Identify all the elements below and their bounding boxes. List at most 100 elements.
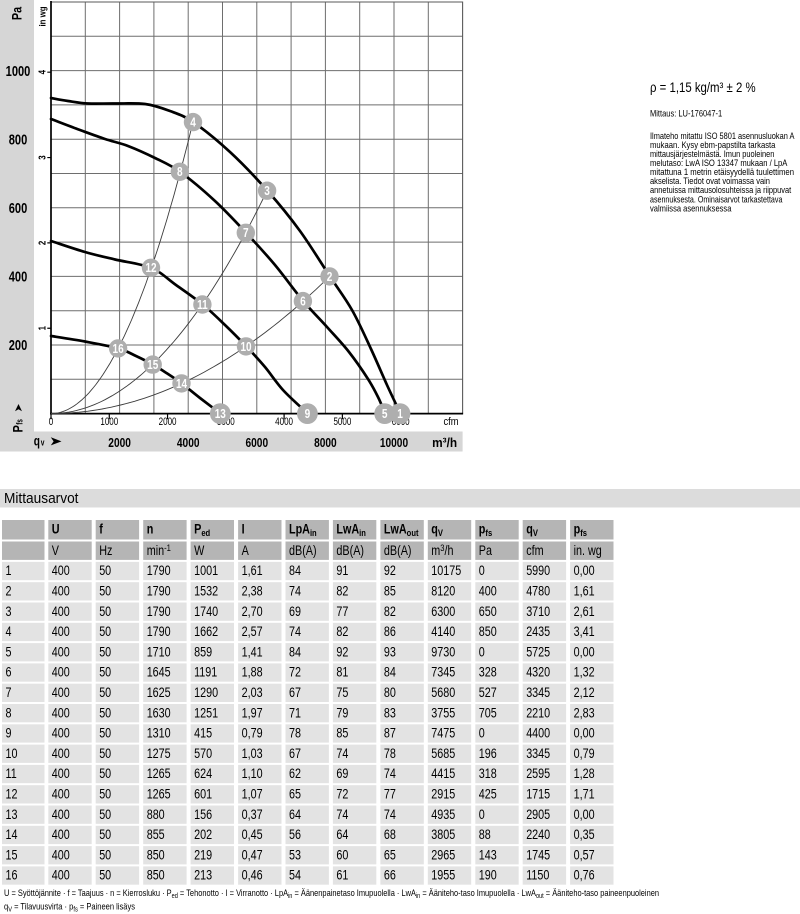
svg-text:2,83: 2,83 — [574, 705, 595, 720]
svg-text:10: 10 — [240, 340, 251, 354]
svg-text:5: 5 — [382, 407, 388, 421]
svg-text:50: 50 — [99, 746, 111, 761]
svg-text:69: 69 — [336, 766, 348, 781]
svg-text:213: 213 — [194, 868, 212, 883]
svg-text:14: 14 — [176, 377, 187, 391]
svg-text:400: 400 — [52, 726, 70, 741]
svg-text:50: 50 — [99, 807, 111, 822]
svg-text:cfm: cfm — [443, 416, 458, 428]
svg-text:72: 72 — [336, 787, 348, 802]
svg-text:202: 202 — [194, 827, 212, 842]
svg-text:84: 84 — [384, 665, 396, 680]
svg-text:P: P — [11, 425, 26, 432]
svg-text:1,10: 1,10 — [242, 766, 263, 781]
svg-text:1,41: 1,41 — [242, 644, 263, 659]
svg-text:5680: 5680 — [431, 685, 455, 700]
svg-text:dB(A): dB(A) — [289, 543, 317, 558]
svg-text:601: 601 — [194, 787, 212, 802]
svg-text:5: 5 — [6, 644, 12, 659]
svg-text:50: 50 — [99, 665, 111, 680]
svg-text:50: 50 — [99, 624, 111, 639]
svg-text:8000: 8000 — [314, 435, 337, 450]
svg-text:3345: 3345 — [526, 685, 550, 700]
svg-text:400: 400 — [52, 705, 70, 720]
svg-text:1645: 1645 — [147, 665, 171, 680]
svg-text:74: 74 — [384, 807, 396, 822]
svg-text:400: 400 — [52, 807, 70, 822]
svg-text:1625: 1625 — [147, 685, 171, 700]
svg-text:2240: 2240 — [526, 827, 550, 842]
svg-text:50: 50 — [99, 766, 111, 781]
svg-text:5685: 5685 — [431, 746, 455, 761]
svg-text:4: 4 — [190, 116, 196, 130]
svg-text:156: 156 — [194, 807, 212, 822]
svg-text:53: 53 — [289, 847, 301, 862]
svg-text:400: 400 — [52, 787, 70, 802]
svg-text:Hz: Hz — [99, 543, 112, 558]
svg-text:in. wg: in. wg — [574, 543, 602, 558]
svg-text:1532: 1532 — [194, 584, 218, 599]
svg-text:83: 83 — [384, 705, 396, 720]
svg-text:0,79: 0,79 — [242, 726, 263, 741]
svg-text:66: 66 — [384, 868, 396, 883]
svg-text:9: 9 — [305, 407, 311, 421]
svg-text:mukaan. Kysy ebm-papstilta tar: mukaan. Kysy ebm-papstilta tarkasta — [650, 140, 776, 150]
svg-text:n: n — [147, 522, 154, 537]
svg-text:3345: 3345 — [526, 746, 550, 761]
svg-text:2,03: 2,03 — [242, 685, 263, 700]
svg-text:50: 50 — [99, 868, 111, 883]
svg-text:78: 78 — [384, 746, 396, 761]
svg-text:10: 10 — [6, 746, 18, 761]
svg-text:50: 50 — [99, 847, 111, 862]
svg-text:8: 8 — [177, 165, 183, 179]
svg-text:8120: 8120 — [431, 584, 455, 599]
svg-text:6: 6 — [6, 665, 12, 680]
svg-text:1265: 1265 — [147, 766, 171, 781]
svg-text:4140: 4140 — [431, 624, 455, 639]
svg-text:400: 400 — [52, 563, 70, 578]
svg-text:12: 12 — [6, 787, 18, 802]
svg-text:400: 400 — [9, 269, 28, 286]
svg-text:0,00: 0,00 — [574, 644, 595, 659]
svg-text:1001: 1001 — [194, 563, 218, 578]
svg-text:93: 93 — [384, 644, 396, 659]
svg-text:7: 7 — [6, 685, 12, 700]
svg-text:0,46: 0,46 — [242, 868, 263, 883]
svg-text:0,35: 0,35 — [574, 827, 595, 842]
svg-text:fs: fs — [15, 419, 25, 425]
svg-text:80: 80 — [384, 685, 396, 700]
svg-text:11: 11 — [6, 766, 17, 781]
svg-text:13: 13 — [215, 407, 226, 421]
svg-text:2: 2 — [6, 584, 12, 599]
svg-text:6300: 6300 — [431, 604, 455, 619]
svg-text:400: 400 — [479, 584, 497, 599]
svg-text:13: 13 — [6, 807, 18, 822]
svg-text:cfm: cfm — [526, 543, 543, 558]
svg-text:1: 1 — [6, 563, 12, 578]
svg-text:1,28: 1,28 — [574, 766, 595, 781]
svg-text:850: 850 — [147, 868, 165, 883]
svg-text:14: 14 — [6, 827, 18, 842]
svg-text:0,57: 0,57 — [574, 847, 595, 862]
svg-text:2965: 2965 — [431, 847, 455, 862]
svg-text:dB(A): dB(A) — [384, 543, 412, 558]
svg-text:0,47: 0,47 — [242, 847, 263, 862]
svg-text:50: 50 — [99, 604, 111, 619]
svg-text:1710: 1710 — [147, 644, 171, 659]
svg-text:74: 74 — [289, 584, 301, 599]
svg-text:67: 67 — [289, 685, 301, 700]
svg-text:67: 67 — [289, 746, 301, 761]
svg-text:3: 3 — [6, 604, 12, 619]
svg-text:2,38: 2,38 — [242, 584, 263, 599]
svg-text:0: 0 — [479, 726, 485, 741]
svg-text:2,70: 2,70 — [242, 604, 263, 619]
svg-text:143: 143 — [479, 847, 497, 862]
svg-text:10000: 10000 — [380, 435, 408, 450]
svg-text:W: W — [194, 543, 204, 558]
svg-text:2210: 2210 — [526, 705, 550, 720]
svg-text:91: 91 — [336, 563, 348, 578]
svg-text:570: 570 — [194, 746, 212, 761]
svg-text:0,79: 0,79 — [574, 746, 595, 761]
svg-text:1,61: 1,61 — [242, 563, 263, 578]
svg-text:4415: 4415 — [431, 766, 455, 781]
